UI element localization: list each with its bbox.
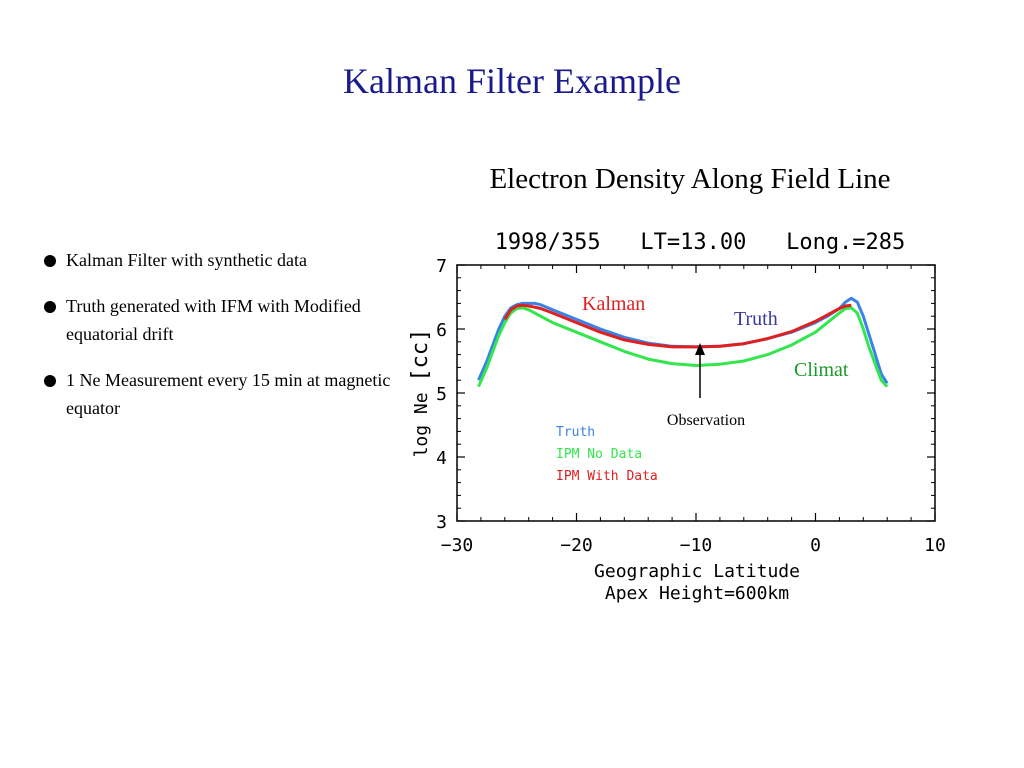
bullet-text: Kalman Filter with synthetic data	[66, 250, 307, 270]
truth-annotation: Truth	[734, 308, 778, 330]
bullet-item: 1 Ne Measurement every 15 min at magneti…	[44, 366, 396, 422]
slide-title: Kalman Filter Example	[343, 61, 681, 101]
y-tick-label: 7	[436, 256, 447, 277]
legend-entry: IPM No Data	[556, 447, 642, 462]
observation-annotation: Observation	[667, 412, 745, 429]
x-tick-label: −20	[560, 535, 593, 556]
x-axis-label-2: Apex Height=600km	[605, 583, 789, 604]
x-tick-label: 0	[810, 535, 821, 556]
bullet-dot-icon	[44, 301, 56, 313]
kalman-annotation: Kalman	[582, 293, 645, 315]
bullet-dot-icon	[44, 255, 56, 267]
x-axis-label: Geographic Latitude	[594, 561, 800, 582]
climat-annotation: Climat	[794, 359, 849, 381]
x-tick-label: −30	[441, 535, 474, 556]
y-tick-label: 4	[436, 448, 447, 469]
bullet-item: Truth generated with IFM with Modified e…	[44, 292, 366, 348]
chart-title: 1998/355 LT=13.00 Long.=285	[495, 230, 906, 255]
density-chart: 1998/355 LT=13.00 Long.=285 −30 −20 −10 0 10…	[408, 230, 946, 604]
legend-entry: IPM With Data	[556, 469, 658, 484]
chart-heading: Electron Density Along Field Line	[489, 163, 891, 195]
y-axis-label-text: log Ne	[411, 392, 432, 457]
y-tick-label: 5	[436, 384, 447, 405]
x-tick-label: 10	[924, 535, 946, 556]
y-tick-label: 6	[436, 320, 447, 341]
bullet-item: Kalman Filter with synthetic data	[44, 246, 404, 274]
series-line-ipm-no-data	[477, 306, 889, 388]
bullet-dot-icon	[44, 375, 56, 387]
y-axis-label: log Ne [cc]	[408, 329, 433, 458]
bullet-text: 1 Ne Measurement every 15 min at magneti…	[66, 370, 391, 418]
bullet-list: Kalman Filter with synthetic data Truth …	[44, 246, 404, 440]
x-tick-label: −10	[680, 535, 713, 556]
series-line-ipm-with-data	[503, 303, 852, 349]
legend-entry: Truth	[556, 425, 595, 440]
observation-arrowhead	[695, 343, 705, 355]
bullet-text: Truth generated with IFM with Modified e…	[66, 296, 361, 344]
y-tick-label: 3	[436, 512, 447, 533]
y-axis-unit: [cc]	[408, 329, 433, 382]
